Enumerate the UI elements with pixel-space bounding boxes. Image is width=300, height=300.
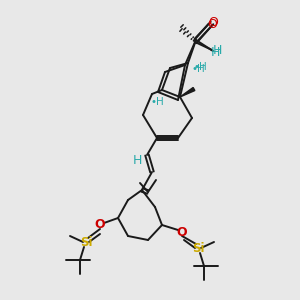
Text: O: O — [208, 16, 218, 29]
Text: •H: •H — [193, 62, 207, 72]
Text: Si: Si — [80, 236, 92, 248]
Text: O: O — [207, 17, 217, 31]
Text: H: H — [132, 154, 142, 166]
Text: O: O — [95, 218, 105, 232]
Text: H: H — [210, 46, 220, 59]
Text: Si: Si — [192, 242, 204, 254]
Text: •H: •H — [191, 64, 205, 74]
Polygon shape — [180, 88, 195, 97]
Text: •H: •H — [150, 97, 164, 107]
Text: H: H — [212, 44, 222, 58]
Text: O: O — [177, 226, 187, 238]
